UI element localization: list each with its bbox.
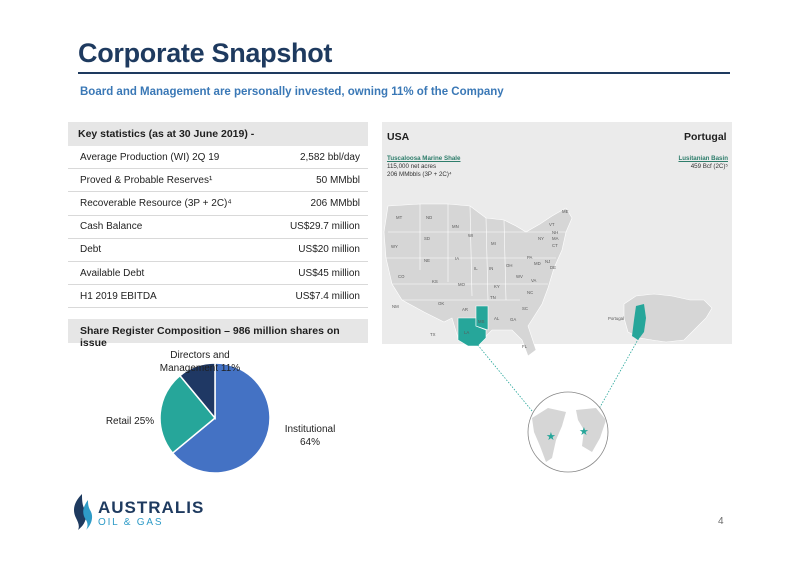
table-row: Recoverable Resource (3P + 2C)⁴ 206 MMbb…	[68, 192, 368, 216]
stat-label: Debt	[80, 244, 102, 256]
state-label: VT	[549, 222, 555, 227]
portugal-shape	[632, 304, 646, 340]
state-label: LA	[464, 330, 469, 335]
state-label: PA	[527, 255, 533, 260]
state-label: KS	[432, 279, 438, 284]
key-statistics-heading: Key statistics (as at 30 June 2019) -	[68, 122, 368, 146]
state-labels: MT ND MN WI MI NY VT NH ME MA CT NJ DE M…	[391, 209, 569, 349]
pie-label-institutional: Institutional 64%	[277, 424, 343, 449]
stat-value: US$20 million	[298, 244, 360, 256]
state-label: WI	[468, 233, 473, 238]
state-label: NE	[424, 258, 430, 263]
usa-note-line: 206 MMbbls (3P + 2C)⁴	[387, 171, 452, 178]
star-usa-icon: ★	[546, 430, 556, 443]
stat-value: US$45 million	[298, 267, 360, 279]
stat-label: Cash Balance	[80, 221, 143, 233]
logo-wordmark: AUSTRALIS	[98, 498, 205, 517]
stat-value: US$29.7 million	[289, 221, 360, 233]
globe-landmass	[532, 408, 606, 462]
page-title: Corporate Snapshot	[78, 38, 333, 68]
state-label: OK	[438, 301, 444, 306]
connector-portugal	[585, 335, 641, 433]
state-label: OH	[506, 263, 512, 268]
state-label: WY	[391, 244, 398, 249]
state-label: SD	[424, 236, 430, 241]
stat-value: US$7.4 million	[295, 290, 360, 302]
stat-label: H1 2019 EBITDA	[80, 290, 157, 302]
state-label: GA	[510, 317, 516, 322]
usa-label: USA	[387, 131, 410, 143]
state-label: MS	[478, 319, 485, 324]
state-label: VA	[531, 278, 537, 283]
state-label: MN	[452, 224, 459, 229]
state-label: MD	[534, 261, 541, 266]
state-label: IA	[455, 256, 459, 261]
table-row: Cash Balance US$29.7 million	[68, 216, 368, 239]
state-label: MO	[458, 282, 466, 287]
title-divider	[78, 72, 730, 74]
state-label: NC	[527, 290, 533, 295]
stat-value: 206 MMbbl	[310, 197, 360, 209]
star-portugal-icon: ★	[579, 425, 589, 438]
state-label: KY	[494, 284, 500, 289]
state-label: IL	[474, 266, 478, 271]
state-label: DE	[550, 265, 556, 270]
usa-map-shape	[383, 203, 573, 357]
state-label: TN	[490, 295, 496, 300]
usa-asset-note: Tuscaloosa Marine Shale 115,000 net acre…	[387, 155, 460, 179]
share-register-heading: Share Register Composition – 986 million…	[68, 319, 368, 349]
state-label: SC	[522, 306, 528, 311]
pie-label-line: 64%	[299, 436, 320, 448]
pie-label-line: Institutional	[284, 424, 336, 435]
state-label: WV	[516, 274, 523, 279]
state-label: NH	[552, 230, 558, 235]
state-label: CO	[398, 274, 405, 279]
pie-label-directors: Directors and Management 11%	[148, 350, 252, 375]
state-label: NY	[538, 236, 544, 241]
table-row: H1 2019 EBITDA US$7.4 million	[68, 285, 368, 309]
state-label: MA	[552, 236, 559, 241]
state-label: NM	[392, 304, 399, 309]
portugal-note-line: 459 Bcf (2C)⁵	[690, 163, 728, 170]
state-label: FL	[522, 344, 528, 349]
portugal-asset-note: Lusitanian Basin 459 Bcf (2C)⁵	[640, 155, 728, 171]
state-label: CT	[552, 243, 558, 248]
pie-label-line: Directors and	[170, 350, 230, 361]
logo-subtext: OIL & GAS	[98, 517, 164, 528]
state-label: AR	[462, 307, 468, 312]
portugal-map-label: Portugal	[608, 316, 624, 321]
stat-label: Available Debt	[80, 267, 145, 279]
pie-label-retail: Retail 25%	[100, 416, 160, 429]
portugal-note-heading: Lusitanian Basin	[678, 155, 728, 162]
page-number: 4	[718, 516, 724, 527]
stat-label: Proved & Probable Reserves¹	[80, 174, 213, 186]
mississippi-shape	[475, 305, 489, 331]
state-label: MI	[491, 241, 496, 246]
state-label: NJ	[545, 259, 550, 264]
state-label: IN	[489, 266, 493, 271]
portugal-label: Portugal	[684, 131, 727, 143]
stat-value: 2,582 bbl/day	[299, 151, 360, 163]
state-label: ND	[426, 215, 432, 220]
pie-label-line: Management 11%	[159, 362, 241, 374]
state-label: ME	[562, 209, 569, 214]
state-label: AL	[494, 316, 500, 321]
table-row: Average Production (WI) 2Q 19 2,582 bbl/…	[68, 146, 368, 170]
table-row: Debt US$20 million	[68, 239, 368, 262]
table-row: Proved & Probable Reserves¹ 50 MMbbl	[68, 169, 368, 193]
australis-logo-icon	[74, 494, 93, 530]
usa-note-heading: Tuscaloosa Marine Shale	[387, 155, 461, 162]
stat-label: Average Production (WI) 2Q 19	[80, 151, 220, 163]
pie-label-line: Retail 25%	[105, 416, 155, 427]
key-statistics-table: Key statistics (as at 30 June 2019) - Av…	[68, 122, 368, 349]
stat-value: 50 MMbbl	[316, 174, 360, 186]
state-label: TX	[430, 332, 436, 337]
page-subtitle: Board and Management are personally inve…	[80, 86, 504, 98]
state-label: MT	[396, 215, 403, 220]
table-row: Available Debt US$45 million	[68, 262, 368, 286]
usa-note-line: 115,000 net acres	[387, 163, 437, 170]
state-borders	[386, 204, 566, 301]
stat-label: Recoverable Resource (3P + 2C)⁴	[80, 197, 232, 209]
